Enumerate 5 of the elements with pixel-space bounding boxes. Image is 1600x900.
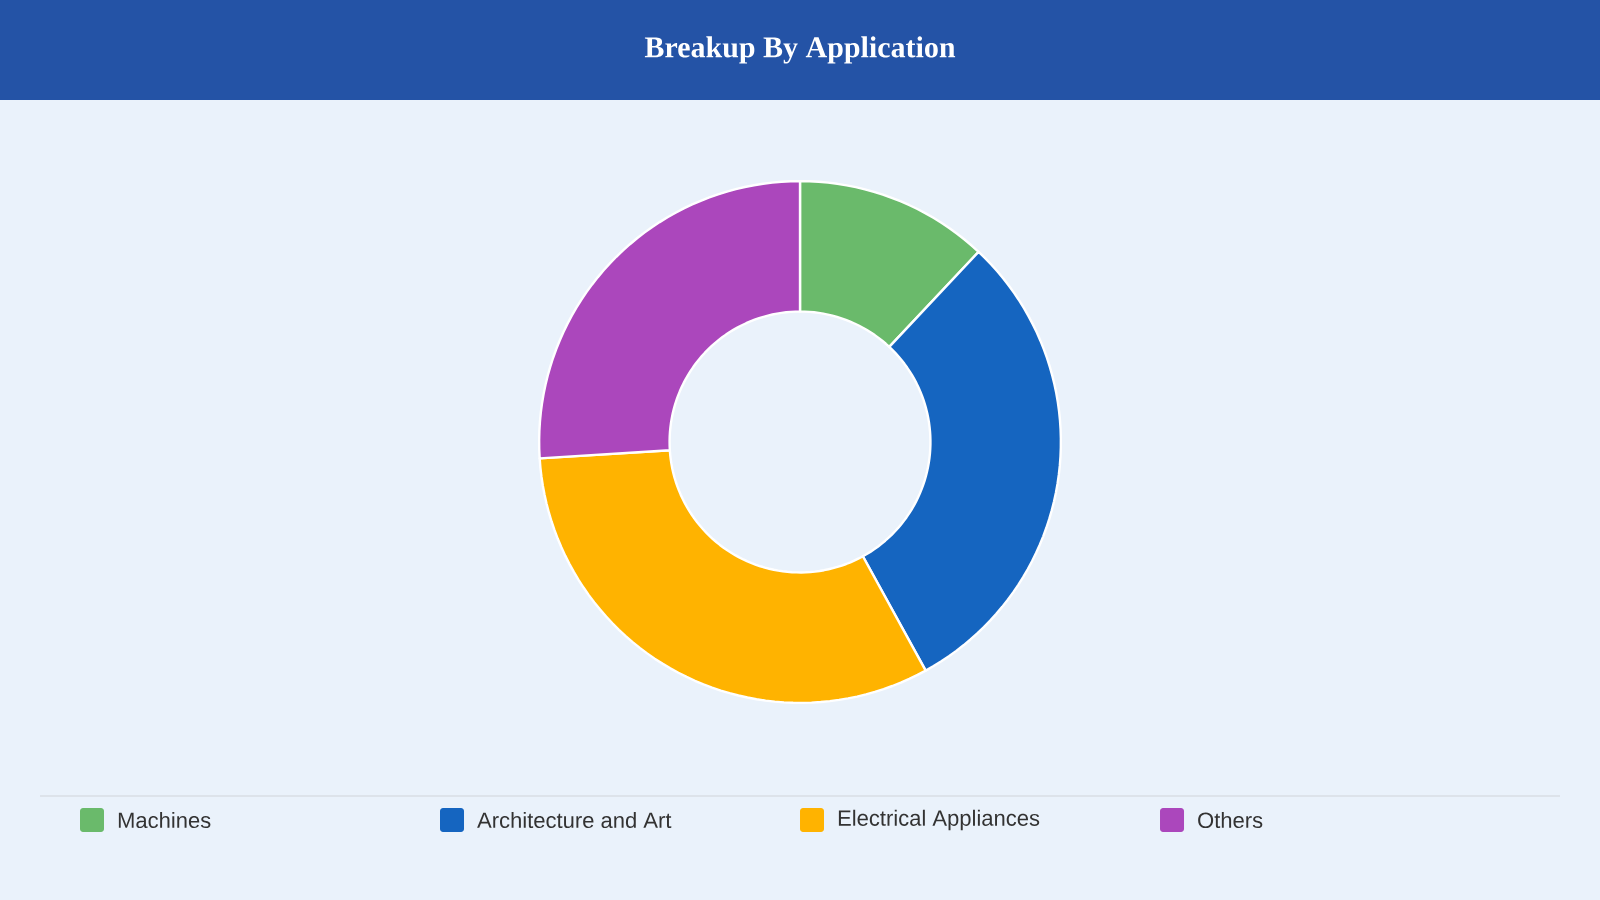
legend-label: Electrical Appliances (838, 809, 1040, 831)
chart-title: Breakup By Application (644, 36, 956, 64)
legend-label: Others (1198, 811, 1263, 829)
legend-label: Machines (118, 811, 211, 829)
legend-label: Architecture and Art (477, 811, 672, 829)
